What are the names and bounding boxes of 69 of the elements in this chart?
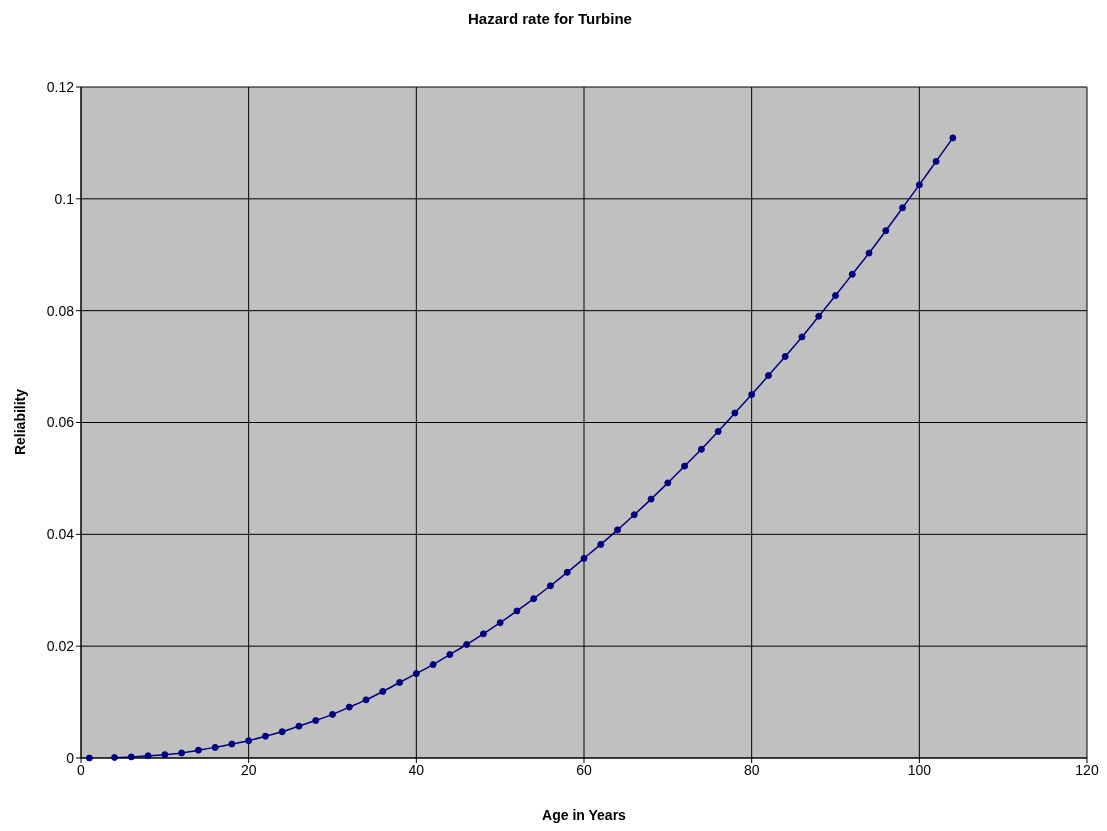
point [278,728,286,736]
point [345,703,353,711]
point [85,754,93,762]
y-tick-label: 0 [66,749,75,766]
y-tick-label: 0.08 [46,302,75,319]
point [396,679,404,687]
point [446,651,454,659]
point [513,607,521,615]
point [580,554,588,562]
y-axis-title: Reliability [12,388,28,456]
y-tick-label: 0.06 [46,414,75,431]
point [161,751,169,759]
point [127,753,135,761]
point [178,749,186,757]
x-tick-label: 20 [240,761,257,778]
point [932,157,940,165]
point [211,743,219,751]
point [882,227,890,235]
point [664,479,672,487]
x-tick-label: 0 [77,761,86,778]
point [144,752,152,760]
point [630,511,638,519]
point [848,270,856,278]
x-tick-label: 100 [907,761,932,778]
point [312,717,320,725]
point [949,134,957,142]
point [798,333,806,341]
y-tick-label: 0.12 [46,78,75,95]
point [496,619,504,627]
x-tick-label: 120 [1075,761,1099,778]
point [228,740,236,748]
x-tick-label: 80 [743,761,760,778]
point [261,732,269,740]
point [479,630,487,638]
point [614,526,622,534]
point [832,292,839,300]
point [714,427,722,435]
point [731,409,739,417]
chart-title: Hazard rate for Turbine [467,10,633,27]
point [463,640,471,648]
point [915,181,923,189]
point [245,737,253,745]
point [815,312,823,320]
point [865,249,873,257]
point [781,353,789,361]
y-tick-label: 0.1 [54,190,75,207]
point [362,696,370,704]
y-tick-label: 0.04 [46,526,75,543]
point [530,595,538,603]
point [647,495,655,503]
point [597,540,605,548]
point [546,582,554,590]
point [748,391,756,399]
point [899,204,907,212]
point [429,661,437,669]
point [379,687,387,695]
point [111,753,119,761]
point [764,372,772,380]
y-tick-label: 0.02 [46,638,75,655]
point [412,670,420,678]
point [697,445,705,453]
point [563,568,571,576]
x-tick-label: 60 [576,761,592,778]
x-axis-title: Age in Years [541,807,627,823]
point [681,462,689,470]
x-tick-label: 40 [408,761,425,778]
point [329,710,336,718]
point [295,722,303,730]
point [194,746,202,754]
